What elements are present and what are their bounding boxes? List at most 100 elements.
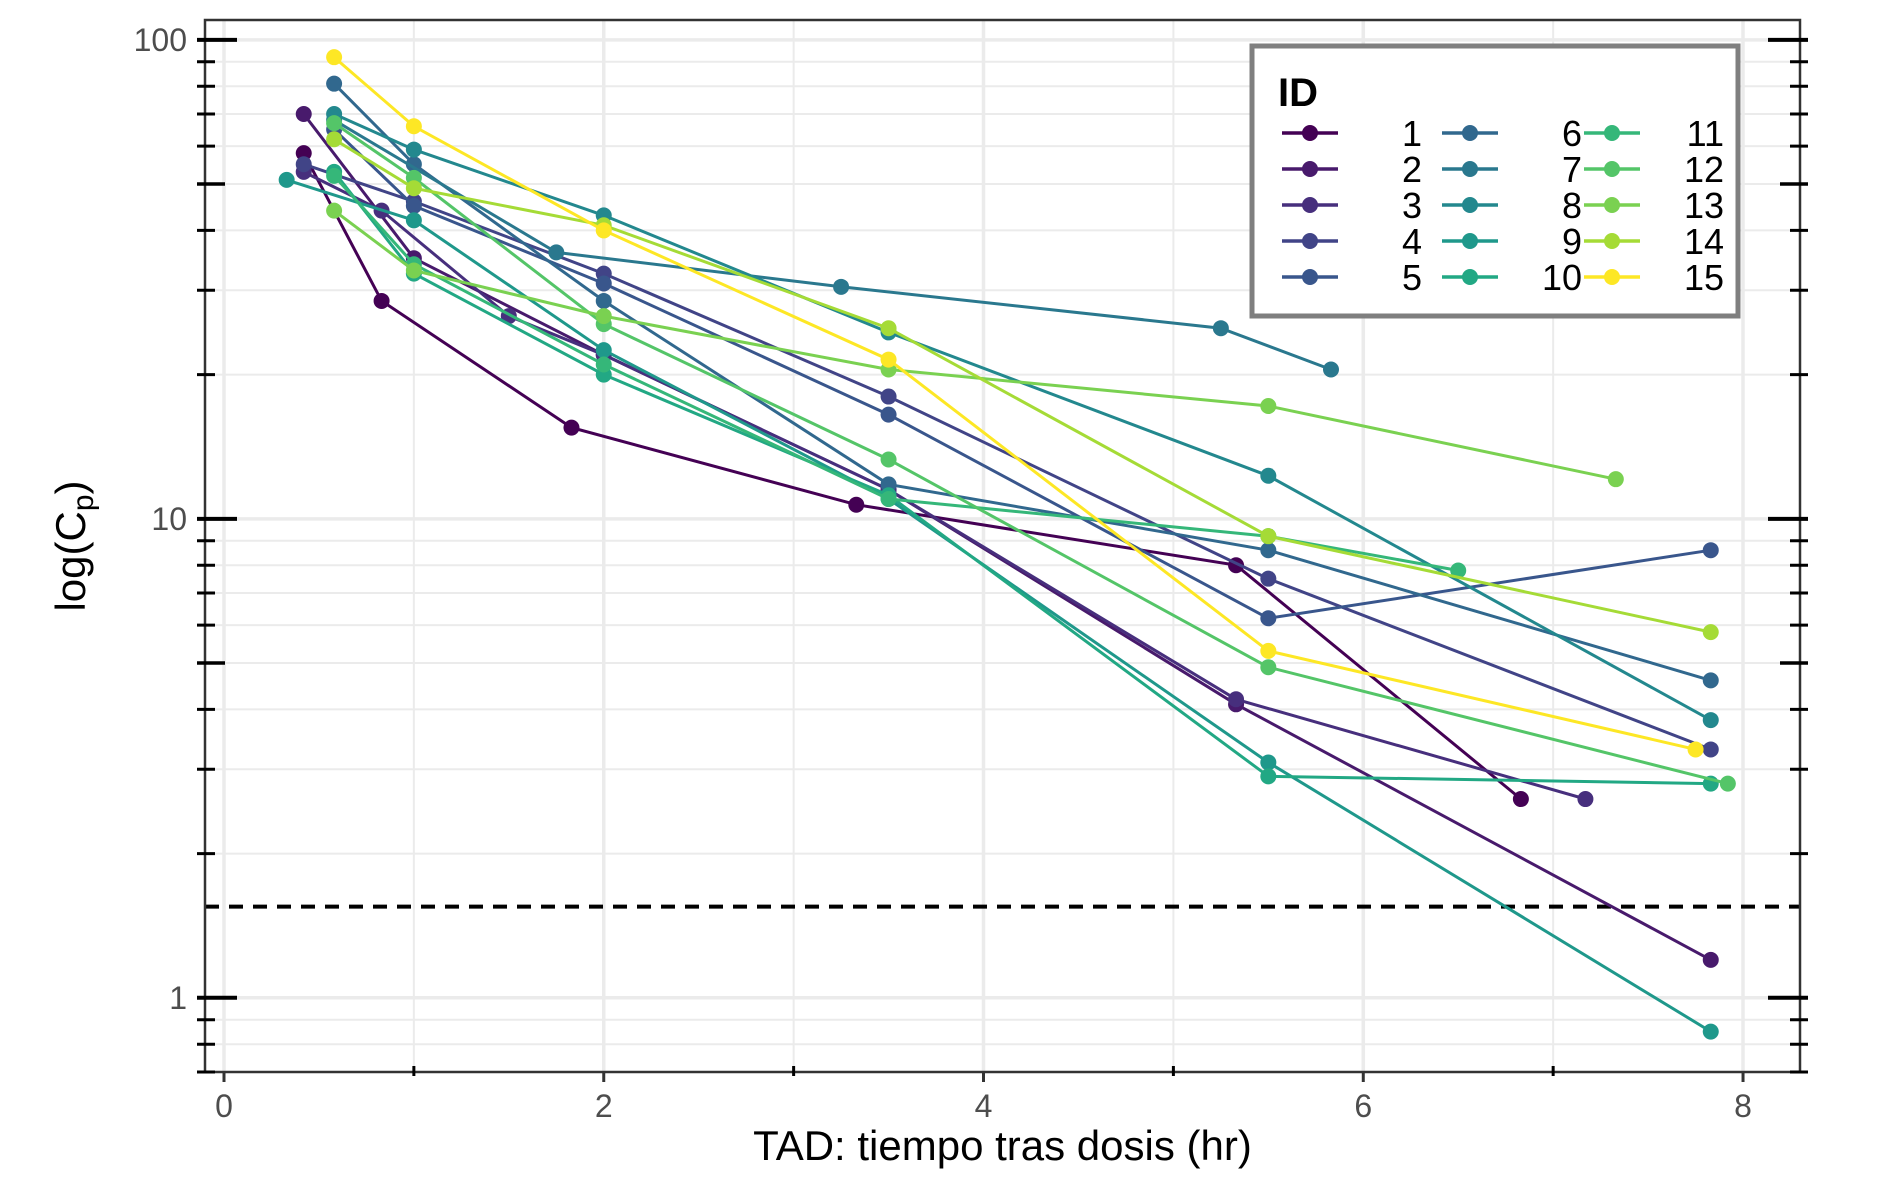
legend-label: 1: [1402, 113, 1422, 154]
legend-item-4: 4: [1282, 221, 1422, 262]
legend-item-12: 12: [1584, 149, 1724, 190]
data-point-14: [326, 131, 343, 148]
legend-key-point: [1604, 197, 1620, 213]
legend-item-2: 2: [1282, 149, 1422, 190]
axis-layer: 1 10 100 0 2 4 6 8: [134, 22, 1808, 1124]
data-point-2: [1702, 951, 1719, 968]
plot-frame-layer: [203, 18, 1802, 1074]
data-point-1: [1512, 791, 1529, 808]
series-line-10: [332, 170, 1711, 786]
legend-label: 7: [1562, 149, 1582, 190]
data-point-6: [1702, 672, 1719, 689]
legend-key-point: [1302, 233, 1318, 249]
series-line-1: [302, 152, 1522, 801]
x-tick-label: 8: [1734, 1088, 1752, 1124]
series-layer: [278, 49, 1736, 1040]
y-axis-title-subscript: p: [67, 494, 100, 511]
data-point-8: [405, 141, 422, 158]
series-line-13: [333, 209, 1617, 481]
data-point-12: [880, 451, 897, 468]
legend-label: 2: [1402, 149, 1422, 190]
legend-label: 4: [1402, 221, 1422, 262]
data-point-6: [326, 75, 343, 92]
series-line-15: [333, 56, 1696, 751]
data-point-13: [1607, 471, 1624, 488]
data-point-9: [278, 171, 295, 188]
data-point-15: [880, 351, 897, 368]
data-point-14: [405, 180, 422, 197]
data-point-13: [1260, 397, 1277, 414]
data-point-7: [1322, 361, 1339, 378]
data-point-6: [595, 292, 612, 309]
data-point-10: [1260, 768, 1277, 785]
legend-item-6: 6: [1442, 113, 1582, 154]
series-line-14: [333, 138, 1712, 634]
data-point-13: [595, 308, 612, 325]
legend-item-9: 9: [1442, 221, 1582, 262]
y-tick-label: 1: [169, 980, 187, 1016]
data-point-4: [1260, 570, 1277, 587]
y-axis-title-main: log(C: [47, 511, 94, 611]
data-point-15: [1687, 741, 1704, 758]
legend-item-3: 3: [1282, 185, 1422, 226]
data-point-4: [880, 388, 897, 405]
legend-label: 8: [1562, 185, 1582, 226]
legend-key-point: [1302, 161, 1318, 177]
series-line-7: [333, 118, 1332, 371]
legend-key-point: [1604, 269, 1620, 285]
data-point-5: [595, 275, 612, 292]
x-axis-title: TAD: tiempo tras dosis (hr): [753, 1122, 1252, 1169]
data-point-12: [326, 115, 343, 132]
data-point-1: [848, 496, 865, 513]
legend-key-point: [1462, 197, 1478, 213]
legend-item-1: 1: [1282, 113, 1422, 154]
data-point-4: [1702, 741, 1719, 758]
x-tick-label: 4: [975, 1088, 993, 1124]
data-point-11: [595, 356, 612, 373]
legend-label: 11: [1687, 113, 1724, 154]
data-point-11: [326, 167, 343, 184]
data-point-4: [295, 156, 312, 173]
series-7: [326, 112, 1339, 378]
data-point-1: [563, 419, 580, 436]
data-point-11: [880, 490, 897, 507]
data-point-7: [548, 244, 565, 261]
y-tick-label: 10: [151, 501, 187, 537]
data-point-3: [1577, 791, 1594, 808]
legend-item-5: 5: [1282, 257, 1422, 298]
data-point-9: [405, 212, 422, 229]
legend-key-point: [1462, 125, 1478, 141]
legend-label: 15: [1684, 257, 1724, 298]
data-point-11: [1450, 562, 1467, 579]
series-15: [326, 49, 1704, 758]
data-point-15: [405, 118, 422, 135]
data-point-9: [1260, 754, 1277, 771]
legend-label: 14: [1684, 221, 1724, 262]
series-1: [295, 145, 1529, 808]
series-line-8: [333, 112, 1712, 722]
x-tick-label: 2: [595, 1088, 613, 1124]
data-point-5: [1260, 610, 1277, 627]
legend-item-8: 8: [1442, 185, 1582, 226]
data-point-7: [1212, 320, 1229, 337]
legend-box: [1249, 43, 1741, 319]
legend-key-point: [1604, 233, 1620, 249]
data-point-3: [1228, 691, 1245, 708]
data-point-9: [1702, 1023, 1719, 1040]
data-point-15: [595, 222, 612, 239]
legend-key-point: [1302, 197, 1318, 213]
series-12: [326, 115, 1736, 792]
data-point-5: [1702, 542, 1719, 559]
series-14: [326, 131, 1719, 641]
legend-label: 6: [1562, 113, 1582, 154]
data-point-1: [373, 292, 390, 309]
data-point-2: [295, 106, 312, 123]
y-axis-title-close: ): [47, 480, 94, 494]
data-point-12: [1719, 775, 1736, 792]
legend-label: 13: [1684, 185, 1724, 226]
legend-label: 10: [1542, 257, 1582, 298]
x-tick-label: 0: [215, 1088, 233, 1124]
legend-item-10: 10: [1442, 257, 1582, 298]
